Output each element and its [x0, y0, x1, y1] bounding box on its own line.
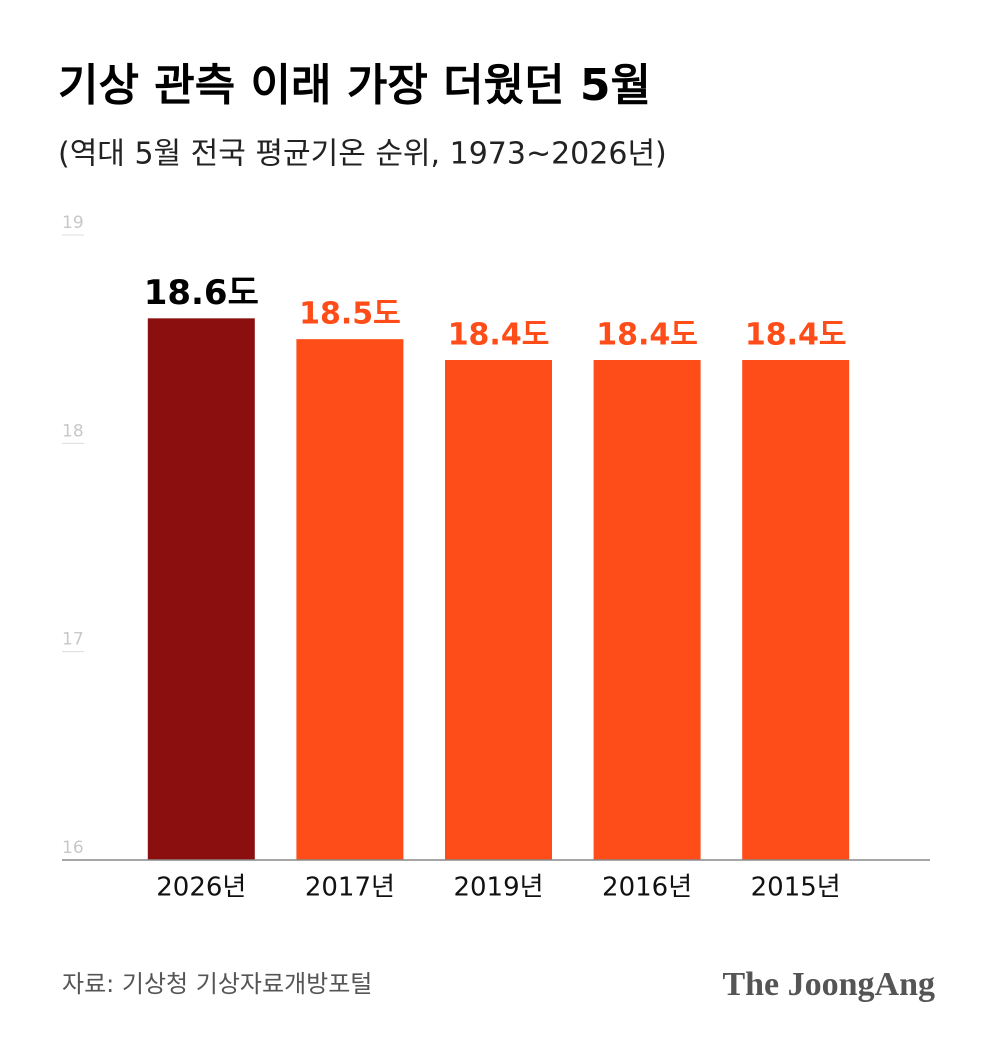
- bar: [296, 339, 404, 861]
- value-label: 18.5도: [299, 297, 401, 332]
- y-tick-label: 17: [62, 630, 84, 650]
- x-tick-label: 2016년: [602, 873, 692, 903]
- value-label: 18.4도: [448, 318, 550, 353]
- x-tick-label: 2015년: [751, 873, 841, 903]
- bar: [445, 360, 552, 860]
- y-tick-label: 16: [62, 838, 84, 858]
- bar: [147, 318, 255, 860]
- value-label: 18.4도: [596, 318, 698, 353]
- chart-title: 기상 관측 이래 가장 더웠던 5월: [58, 60, 651, 111]
- y-tick-label: 18: [62, 421, 84, 441]
- logo: The JoongAng: [722, 966, 935, 1003]
- value-label: 18.4도: [745, 318, 847, 353]
- x-tick-label: 2019년: [453, 873, 543, 903]
- chart-subtitle: (역대 5월 전국 평균기온 순위, 1973~2026년): [58, 137, 667, 172]
- bar: [593, 360, 701, 860]
- source: 자료: 기상청 기상자료개방포털: [62, 970, 372, 998]
- x-tick-label: 2017년: [305, 873, 395, 903]
- value-label: 18.6도: [144, 273, 259, 313]
- y-tick-label: 19: [62, 213, 84, 233]
- bar: [742, 360, 850, 860]
- x-tick-label: 2026년: [156, 873, 246, 903]
